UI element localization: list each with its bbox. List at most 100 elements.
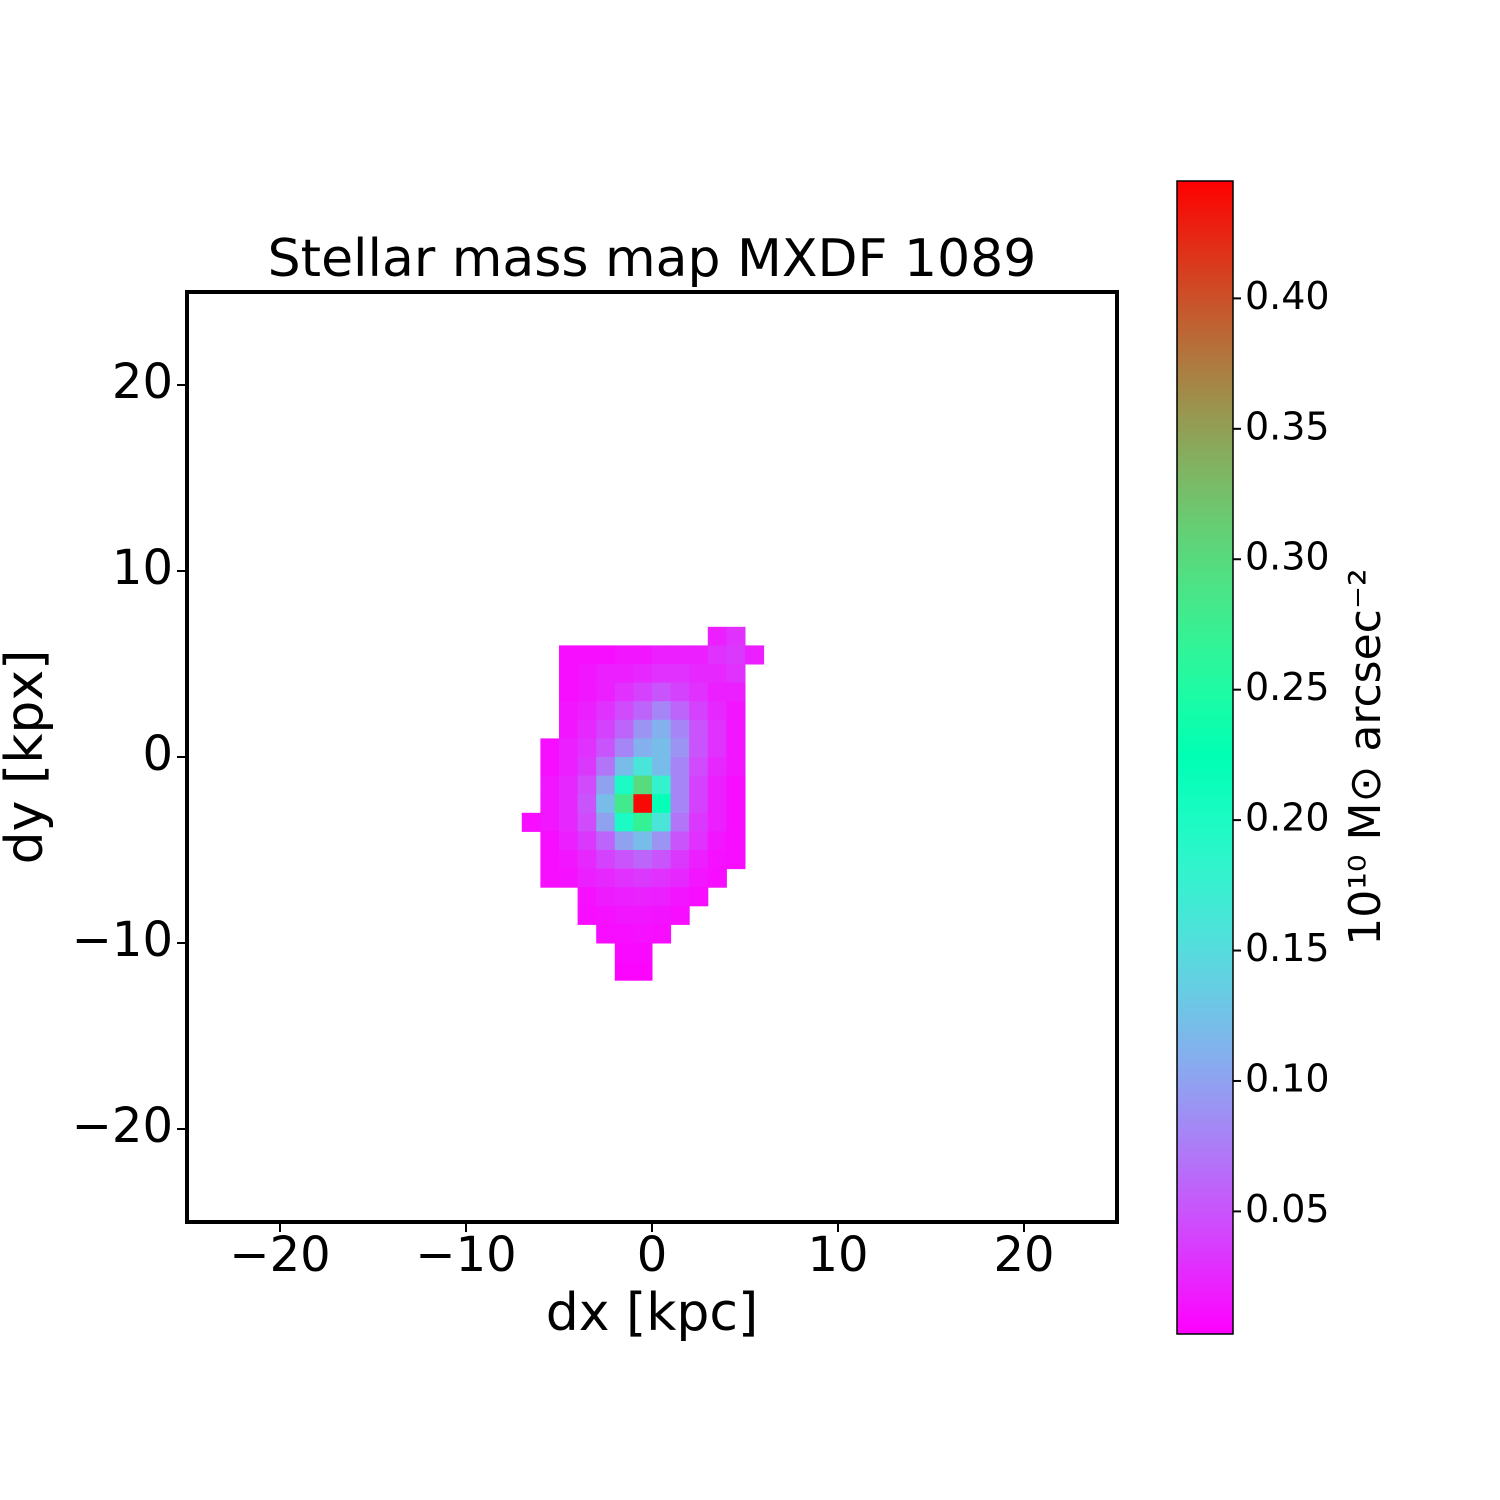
colorbar-label: 10¹⁰ M⊙ arcsec⁻² — [1340, 568, 1391, 945]
heatmap-cell — [689, 701, 709, 721]
y-axis-label: dy [kpx] — [0, 650, 55, 865]
heatmap-cell — [652, 812, 672, 832]
heatmap-cell — [596, 812, 616, 832]
x-tick-label: −20 — [229, 1227, 330, 1283]
heatmap-cell — [614, 738, 634, 758]
heatmap-cell — [596, 887, 616, 907]
heatmap-cell — [652, 887, 672, 907]
heatmap-cell — [559, 850, 579, 870]
heatmap-cell — [577, 812, 597, 832]
heatmap-cell — [633, 812, 653, 832]
heatmap-cell — [559, 794, 579, 814]
heatmap-cell — [689, 738, 709, 758]
heatmap-cell — [707, 719, 727, 739]
heatmap-cell — [596, 757, 616, 777]
heatmap-cell — [633, 682, 653, 702]
colorbar-tick-label: 0.05 — [1245, 1187, 1330, 1231]
heatmap-cell — [726, 719, 746, 739]
heatmap-cell — [596, 645, 616, 665]
heatmap-cell — [726, 757, 746, 777]
heatmap-cell — [559, 868, 579, 888]
heatmap-cell — [707, 757, 727, 777]
x-tick-label: 10 — [807, 1227, 868, 1283]
heatmap-cell — [614, 868, 634, 888]
heatmap-cell — [614, 701, 634, 721]
heatmap-cell — [633, 924, 653, 944]
heatmap-cell — [707, 682, 727, 702]
heatmap-cell — [614, 943, 634, 963]
heatmap-cell — [577, 868, 597, 888]
y-tick-label: 10 — [112, 540, 173, 596]
heatmap-cell — [596, 850, 616, 870]
heatmap-cell — [633, 719, 653, 739]
heatmap-cell — [596, 682, 616, 702]
heatmap-cell — [633, 775, 653, 795]
heatmap-cell — [577, 794, 597, 814]
heatmap-cell — [633, 943, 653, 963]
heatmap-cell — [540, 757, 560, 777]
heatmap-cell — [596, 775, 616, 795]
heatmap-cell — [670, 850, 690, 870]
heatmap-cell — [726, 626, 746, 646]
heatmap-cell — [726, 850, 746, 870]
heatmap-cell — [596, 738, 616, 758]
heatmap-cell — [614, 775, 634, 795]
heatmap-cell — [670, 905, 690, 925]
heatmap-cell — [559, 719, 579, 739]
chart-title: Stellar mass map MXDF 1089 — [268, 229, 1037, 289]
heatmap-cell — [689, 850, 709, 870]
heatmap-cell — [670, 775, 690, 795]
y-tick-label: 20 — [112, 354, 173, 410]
heatmap-cell — [652, 682, 672, 702]
heatmap-cell — [707, 664, 727, 684]
heatmap-cell — [577, 682, 597, 702]
x-tick-label: 0 — [637, 1227, 668, 1283]
heatmap-cell — [670, 757, 690, 777]
heatmap-cell — [707, 645, 727, 665]
colorbar-tick-label: 0.40 — [1245, 274, 1330, 318]
heatmap-cell — [670, 719, 690, 739]
heatmap-cell — [745, 645, 765, 665]
heatmap-cell — [596, 831, 616, 851]
heatmap-cell — [689, 719, 709, 739]
y-tick-label: 0 — [142, 726, 173, 782]
heatmap-cell — [633, 645, 653, 665]
heatmap-cell — [614, 850, 634, 870]
heatmap-cell — [521, 812, 541, 832]
heatmap-cell — [596, 664, 616, 684]
heatmap-cell — [726, 794, 746, 814]
heatmap-cell — [689, 887, 709, 907]
heatmap-cell — [633, 701, 653, 721]
heatmap-cell — [614, 794, 634, 814]
heatmap-cell — [652, 701, 672, 721]
heatmap-cell — [707, 794, 727, 814]
heatmap-cell — [559, 645, 579, 665]
colorbar-tick-label: 0.25 — [1245, 665, 1330, 709]
heatmap-cell — [689, 831, 709, 851]
heatmap-cell — [726, 738, 746, 758]
heatmap-cell — [689, 868, 709, 888]
heatmap-cell — [577, 719, 597, 739]
heatmap-cell — [652, 924, 672, 944]
heatmap-cell — [596, 924, 616, 944]
heatmap-cell — [652, 868, 672, 888]
heatmap-cell — [726, 645, 746, 665]
heatmap-cell — [652, 645, 672, 665]
heatmap-cell — [670, 831, 690, 851]
heatmap-cell — [633, 757, 653, 777]
heatmap-cell — [633, 905, 653, 925]
heatmap-cell — [577, 738, 597, 758]
heatmap-cell — [559, 664, 579, 684]
heatmap-cell — [577, 850, 597, 870]
heatmap-cell — [726, 701, 746, 721]
heatmap-cell — [707, 626, 727, 646]
heatmap-cell — [596, 701, 616, 721]
heatmap-cell — [670, 868, 690, 888]
heatmap-cell — [652, 850, 672, 870]
heatmap-cell — [540, 738, 560, 758]
heatmap-cell — [689, 812, 709, 832]
heatmap-cell — [577, 831, 597, 851]
heatmap-cell — [707, 850, 727, 870]
